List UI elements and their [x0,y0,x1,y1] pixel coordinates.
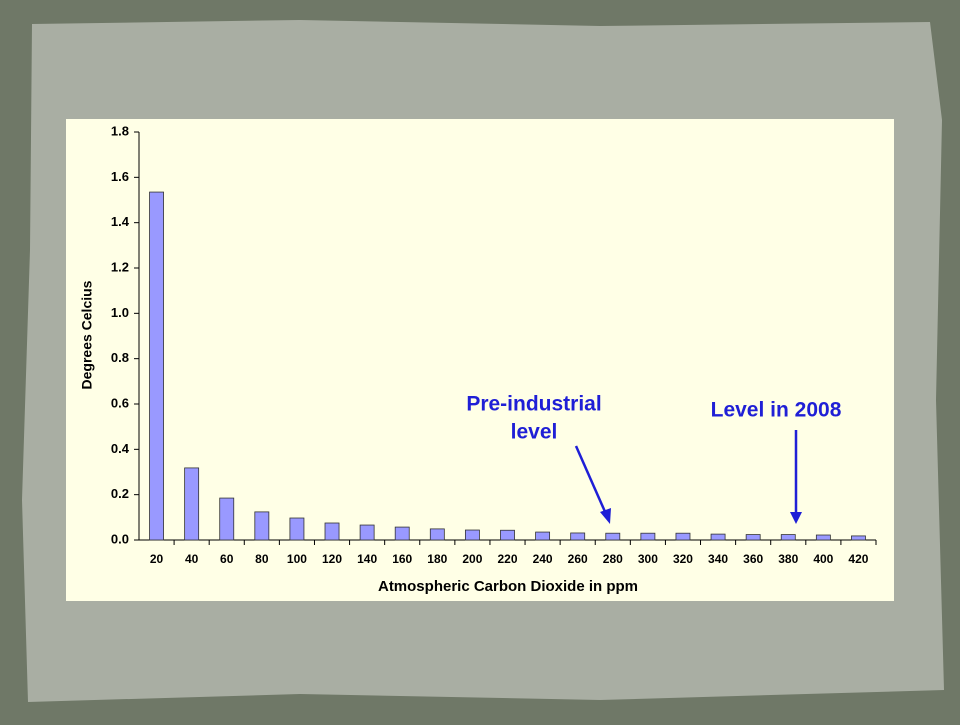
x-tick-label: 100 [287,552,307,566]
x-tick-label: 80 [255,552,269,566]
bar [219,497,235,541]
bar [254,511,270,541]
x-tick-label: 220 [497,552,517,566]
x-tick-label: 360 [743,552,763,566]
chart-area [66,119,894,601]
x-tick-label: 40 [185,552,199,566]
arrowhead [600,508,611,524]
annotation-text: Pre-industrial [466,393,601,416]
y-tick-label: 1.8 [111,123,129,138]
y-tick-label: 0.2 [111,486,129,501]
x-tick-label: 120 [322,552,342,566]
bar [324,522,340,541]
x-tick-label: 20 [150,552,164,566]
y-tick-label: 0.4 [111,441,130,456]
bar [710,533,726,541]
y-tick-label: 1.0 [111,305,129,320]
x-tick-label: 380 [778,552,798,566]
bar [745,534,761,541]
x-tick-label: 340 [708,552,728,566]
bar [359,524,375,541]
bar [570,532,586,541]
annotation [574,430,802,524]
bar [640,532,656,541]
bar [605,532,621,541]
bar [500,529,515,541]
x-tick-label: 160 [392,552,412,566]
bar [675,532,691,541]
x-tick-label: 400 [813,552,833,566]
arrow [574,445,608,515]
x-tick-label: 300 [638,552,658,566]
bar [535,531,551,541]
x-tick-label: 260 [568,552,588,566]
bar [289,517,305,541]
y-tick-label: 1.6 [111,169,129,184]
x-tick-label: 420 [848,552,868,566]
x-tick-label: 320 [673,552,693,566]
x-tick-label: 240 [533,552,553,566]
arrowhead [790,512,802,524]
x-tick-label: 280 [603,552,623,566]
y-tick-label: 1.2 [111,259,129,274]
bar [851,535,866,541]
x-tick-label: 180 [427,552,447,566]
x-tick-label: 200 [462,552,482,566]
bar [464,529,480,541]
x-axis-title: Atmospheric Carbon Dioxide in ppm [378,578,638,595]
bar [815,534,831,541]
bar [780,534,796,541]
bar [184,467,200,541]
bar [429,528,445,541]
x-tick-label: 60 [220,552,234,566]
y-tick-label: 0.0 [111,531,129,546]
y-tick-label: 0.6 [111,395,129,410]
y-axis-title: Degrees Celcius [79,280,95,389]
y-tick-label: 0.8 [111,350,129,365]
annotation-text: level [511,421,558,444]
y-tick-label: 1.4 [111,214,130,229]
bar [149,191,164,541]
bar [394,526,410,541]
x-tick-label: 140 [357,552,377,566]
annotation-text: Level in 2008 [711,399,842,422]
